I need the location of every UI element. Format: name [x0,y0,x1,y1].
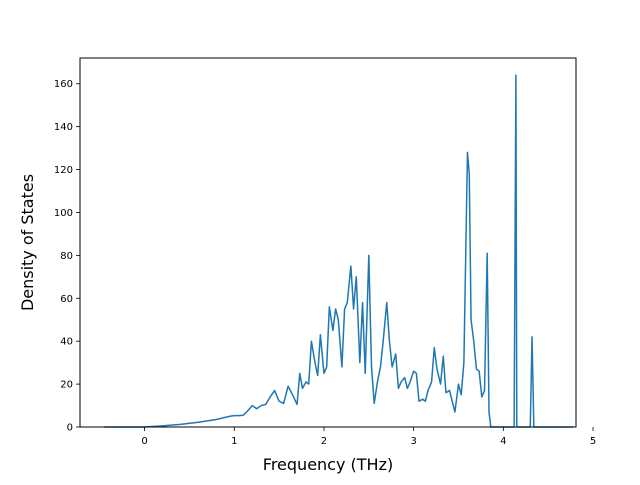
x-axis-label: Frequency (THz) [263,455,393,474]
y-tick-label: 160 [54,79,73,90]
y-tick-label: 20 [60,380,73,391]
y-tick-label: 0 [67,423,73,434]
x-tick-label: 1 [231,436,237,447]
y-tick-label: 100 [54,208,73,219]
x-tick-label: 4 [500,436,506,447]
y-axis-label: Density of States [18,174,37,311]
y-tick-label: 60 [60,294,73,305]
x-tick-label: 5 [590,436,596,447]
x-tick-label: 2 [321,436,327,447]
y-tick-label: 140 [54,122,73,133]
y-tick-label: 120 [54,165,73,176]
y-tick-label: 80 [60,251,73,262]
y-tick-label: 40 [60,337,73,348]
x-tick-label: 0 [141,436,147,447]
y-axis-ticks: 0 20 40 60 80 100 120 140 160 [54,79,80,434]
x-axis-ticks: 0 1 2 3 4 5 [141,427,596,447]
plot-frame [79,57,577,428]
x-tick-label: 3 [410,436,416,447]
